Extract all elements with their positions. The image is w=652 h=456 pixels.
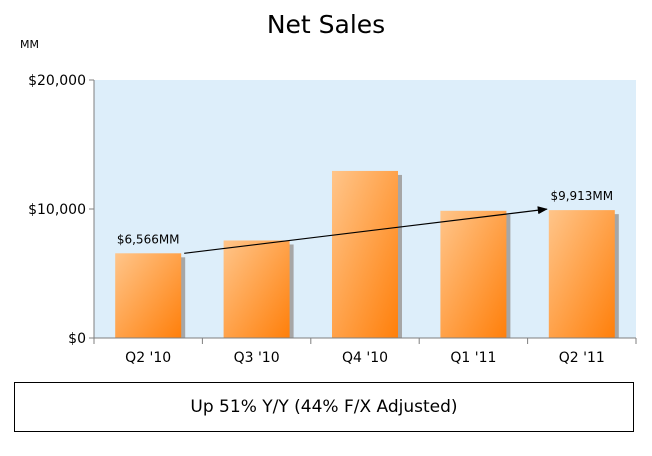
bar-q2-10 — [115, 253, 182, 338]
growth-callout: Up 51% Y/Y (44% F/X Adjusted) — [14, 382, 634, 432]
data-label: $6,566MM — [117, 232, 180, 246]
chart-title: Net Sales — [266, 10, 386, 39]
bar-chart: $0 $10,000 $20,000 Q2 '10 Q3 '10 Q4 '10 Q1 '11… — [28, 73, 637, 366]
x-tick-label: Q4 '10 — [342, 350, 388, 366]
x-tick-label: Q2 '10 — [125, 350, 171, 366]
bar-q4-10 — [332, 170, 398, 338]
data-label: $9,913MM — [550, 189, 613, 203]
y-tick-label: $0 — [68, 331, 86, 347]
trend-arrow — [184, 206, 548, 254]
y-tick-label: $20,000 — [28, 73, 86, 89]
y-tick-label: $10,000 — [28, 202, 86, 218]
bar-q3-10 — [223, 240, 290, 338]
bar-q1-11 — [440, 210, 507, 338]
x-tick-label: Q2 '11 — [559, 350, 605, 366]
unit-label: MM — [20, 38, 39, 51]
x-tick-label: Q3 '10 — [234, 350, 280, 366]
bar-q2-11 — [548, 210, 615, 338]
x-tick-label: Q1 '11 — [450, 350, 496, 366]
